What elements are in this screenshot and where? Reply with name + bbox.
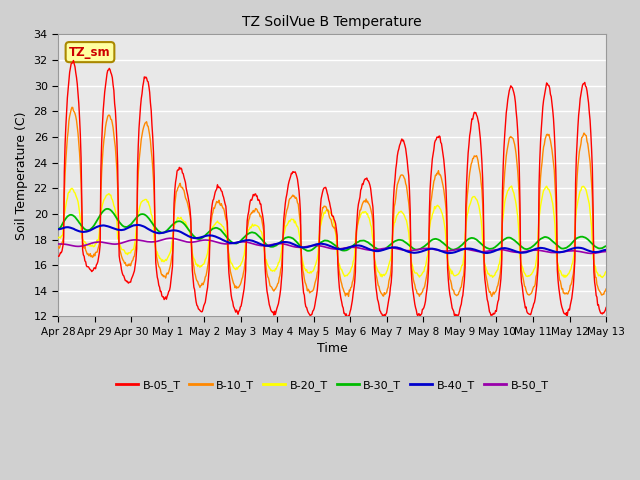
Legend: B-05_T, B-10_T, B-20_T, B-30_T, B-40_T, B-50_T: B-05_T, B-10_T, B-20_T, B-30_T, B-40_T, … xyxy=(111,376,553,396)
B-50_T xyxy=(64,242,72,248)
B-30_T xyxy=(206,228,214,234)
B-05_T xyxy=(70,58,77,63)
B-20_T xyxy=(602,269,610,275)
B-50_T xyxy=(602,249,610,254)
B-05_T xyxy=(602,305,610,311)
Y-axis label: Soil Temperature (C): Soil Temperature (C) xyxy=(15,111,28,240)
B-40_T xyxy=(415,249,423,255)
B-10_T xyxy=(602,286,610,292)
B-50_T xyxy=(166,235,174,241)
B-05_T xyxy=(400,140,408,145)
B-05_T xyxy=(177,165,185,171)
B-20_T xyxy=(176,216,184,221)
B-50_T xyxy=(121,239,129,245)
B-40_T xyxy=(64,224,72,230)
B-10_T xyxy=(54,244,62,250)
B-05_T xyxy=(54,253,62,259)
B-10_T xyxy=(415,293,423,299)
B-10_T xyxy=(399,173,407,179)
B-20_T xyxy=(598,275,606,280)
X-axis label: Time: Time xyxy=(317,342,348,356)
B-20_T xyxy=(54,235,62,240)
B-10_T xyxy=(122,260,129,265)
B-10_T xyxy=(64,129,72,134)
B-40_T xyxy=(177,229,185,235)
B-30_T xyxy=(54,226,62,232)
B-05_T xyxy=(122,277,129,283)
B-30_T xyxy=(64,213,72,219)
B-20_T xyxy=(121,248,129,254)
B-10_T xyxy=(206,234,214,240)
B-30_T xyxy=(103,206,111,212)
B-10_T xyxy=(68,105,76,110)
B-30_T xyxy=(122,224,129,230)
B-50_T xyxy=(587,251,595,256)
B-40_T xyxy=(134,222,142,228)
B-40_T xyxy=(206,232,214,238)
B-40_T xyxy=(602,247,610,253)
B-50_T xyxy=(206,238,214,243)
Line: B-05_T: B-05_T xyxy=(58,60,606,317)
B-40_T xyxy=(121,227,129,232)
B-50_T xyxy=(54,241,62,247)
B-30_T xyxy=(602,243,610,249)
B-30_T xyxy=(400,239,408,244)
Text: TZ_sm: TZ_sm xyxy=(69,46,111,59)
B-20_T xyxy=(399,210,406,216)
Line: B-40_T: B-40_T xyxy=(58,225,606,253)
B-05_T xyxy=(206,236,214,242)
B-30_T xyxy=(416,246,424,252)
B-50_T xyxy=(177,238,185,243)
B-20_T xyxy=(205,234,213,240)
B-40_T xyxy=(54,227,62,232)
B-50_T xyxy=(415,246,423,252)
B-30_T xyxy=(304,248,312,254)
B-40_T xyxy=(399,247,407,252)
B-20_T xyxy=(64,191,72,196)
Title: TZ SoilVue B Temperature: TZ SoilVue B Temperature xyxy=(243,15,422,29)
B-40_T xyxy=(445,250,452,256)
Line: B-30_T: B-30_T xyxy=(58,209,606,251)
B-30_T xyxy=(177,219,185,225)
B-05_T xyxy=(343,314,351,320)
B-10_T xyxy=(488,294,495,300)
B-10_T xyxy=(177,184,185,190)
Line: B-50_T: B-50_T xyxy=(58,238,606,253)
B-20_T xyxy=(508,183,515,189)
B-05_T xyxy=(64,86,72,92)
Line: B-20_T: B-20_T xyxy=(58,186,606,277)
B-05_T xyxy=(416,313,424,319)
B-50_T xyxy=(399,247,407,253)
B-20_T xyxy=(415,273,422,278)
Line: B-10_T: B-10_T xyxy=(58,108,606,297)
